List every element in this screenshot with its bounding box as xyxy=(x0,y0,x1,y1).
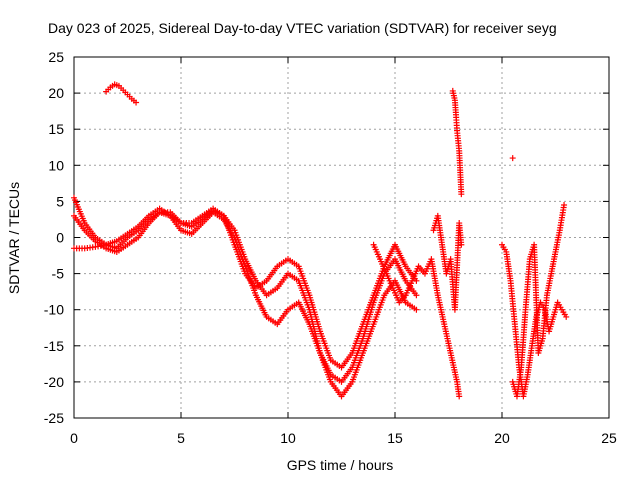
y-tick-label: 0 xyxy=(56,230,64,246)
y-tick-label: -20 xyxy=(44,374,64,390)
data-point-trace-h xyxy=(563,313,570,320)
y-tick-label: -10 xyxy=(44,302,64,318)
data-point-trace-g xyxy=(458,191,465,198)
chart-title: Day 023 of 2025, Sidereal Day-to-day VTE… xyxy=(48,20,557,36)
grid xyxy=(74,57,609,418)
y-tick-label: -5 xyxy=(52,266,65,282)
y-tick-label: -15 xyxy=(44,338,64,354)
x-tick-label: 5 xyxy=(177,430,185,446)
data-point-trace-b xyxy=(413,292,420,299)
x-tick-label: 25 xyxy=(601,430,617,446)
y-tick-label: 15 xyxy=(48,121,64,137)
data-point-trace-e xyxy=(133,99,140,106)
y-axis-label: SDTVAR / TECUs xyxy=(6,182,22,294)
x-axis-label: GPS time / hours xyxy=(287,457,394,473)
x-tick-label: 0 xyxy=(70,430,78,446)
y-tick-label: 20 xyxy=(48,85,64,101)
x-tick-label: 20 xyxy=(494,430,510,446)
y-tick-label: 25 xyxy=(48,49,64,65)
data-point-trace-f xyxy=(458,241,465,248)
x-tick-label: 15 xyxy=(387,430,403,446)
data-point-trace-i xyxy=(561,202,568,209)
data-point-trace-d xyxy=(456,393,463,400)
ticks: 0 5 10 15 20 25 25 20 15 10 5 0 -5 -10 -15 -20 -25 xyxy=(44,49,617,446)
x-tick-label: 10 xyxy=(280,430,296,446)
data-point-trace-j xyxy=(509,155,516,162)
y-tick-label: -25 xyxy=(44,410,64,426)
y-tick-label: 5 xyxy=(56,193,64,209)
data-point-trace-a xyxy=(413,306,420,313)
y-tick-label: 10 xyxy=(48,157,64,173)
data-points xyxy=(71,81,570,400)
